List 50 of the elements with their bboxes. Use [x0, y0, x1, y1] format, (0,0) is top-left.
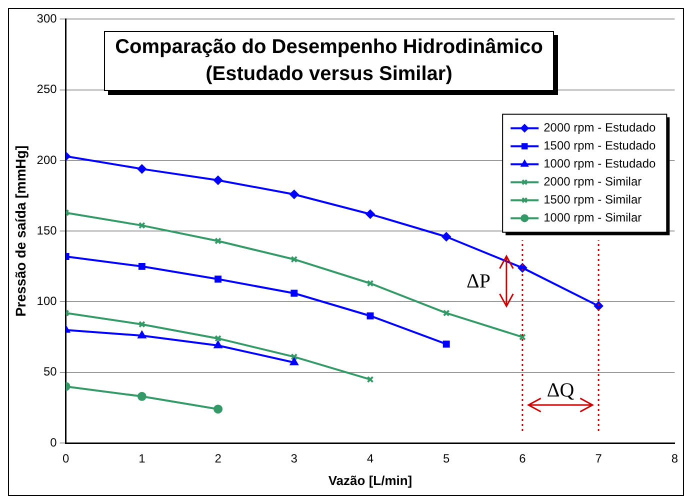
- point: [138, 262, 146, 270]
- point: [214, 238, 222, 244]
- x-tick-label: 4: [366, 452, 374, 466]
- y-tick-label: 150: [36, 223, 58, 238]
- y-tick-label: 300: [36, 12, 58, 26]
- point: [290, 256, 298, 263]
- annotation: ΔP: [466, 270, 490, 292]
- point: [214, 334, 222, 342]
- point: [138, 331, 146, 338]
- y-axis-title: Pressão de saída [mmHg]: [12, 146, 28, 317]
- point: [214, 276, 222, 283]
- x-axis-title: Vazão [L/min]: [328, 472, 412, 488]
- point: [442, 340, 450, 348]
- point: [290, 290, 298, 297]
- legend-label: 2000 rpm - Estudado: [544, 120, 656, 135]
- y-tick-label: 0: [50, 435, 58, 450]
- x-tick-label: 6: [519, 452, 526, 466]
- point: [214, 341, 222, 348]
- point: [290, 358, 298, 366]
- point: [138, 222, 146, 229]
- point: [214, 404, 223, 414]
- x-tick-label: 5: [443, 452, 450, 466]
- point: [137, 392, 146, 401]
- y-tick-label: 50: [43, 364, 58, 379]
- annotation: ΔQ: [546, 379, 575, 402]
- text: Comparação do Desempenho Hidrodinâmico (Estudado versus Similar): [104, 31, 554, 91]
- point: [366, 280, 374, 287]
- point: [214, 176, 223, 185]
- point: [137, 164, 146, 174]
- point: [442, 310, 450, 317]
- y-tick-label: 250: [36, 82, 58, 96]
- x-tick-label: 7: [595, 452, 602, 466]
- point: [290, 190, 299, 199]
- legend-label: 2000 rpm - Similar: [544, 174, 642, 189]
- x-tick-label: 3: [290, 452, 298, 466]
- point: [366, 312, 374, 320]
- x-tick-label: 2: [214, 452, 222, 466]
- legend-label: 1500 rpm - Similar: [544, 192, 642, 207]
- x-tick-label: 0: [62, 452, 70, 466]
- legend-label: 1000 rpm - Similar: [544, 210, 642, 225]
- point: [290, 353, 298, 360]
- x-tick-label: 8: [671, 452, 678, 466]
- legend-label: 1000 rpm - Estudado: [544, 156, 656, 171]
- legend-label: 1500 rpm - Estudado: [544, 138, 656, 153]
- point: [138, 320, 146, 328]
- point: [366, 210, 375, 219]
- y-tick-label: 100: [36, 294, 58, 308]
- x-tick-label: 1: [138, 452, 146, 466]
- y-tick-label: 200: [36, 152, 58, 167]
- point: [442, 232, 451, 242]
